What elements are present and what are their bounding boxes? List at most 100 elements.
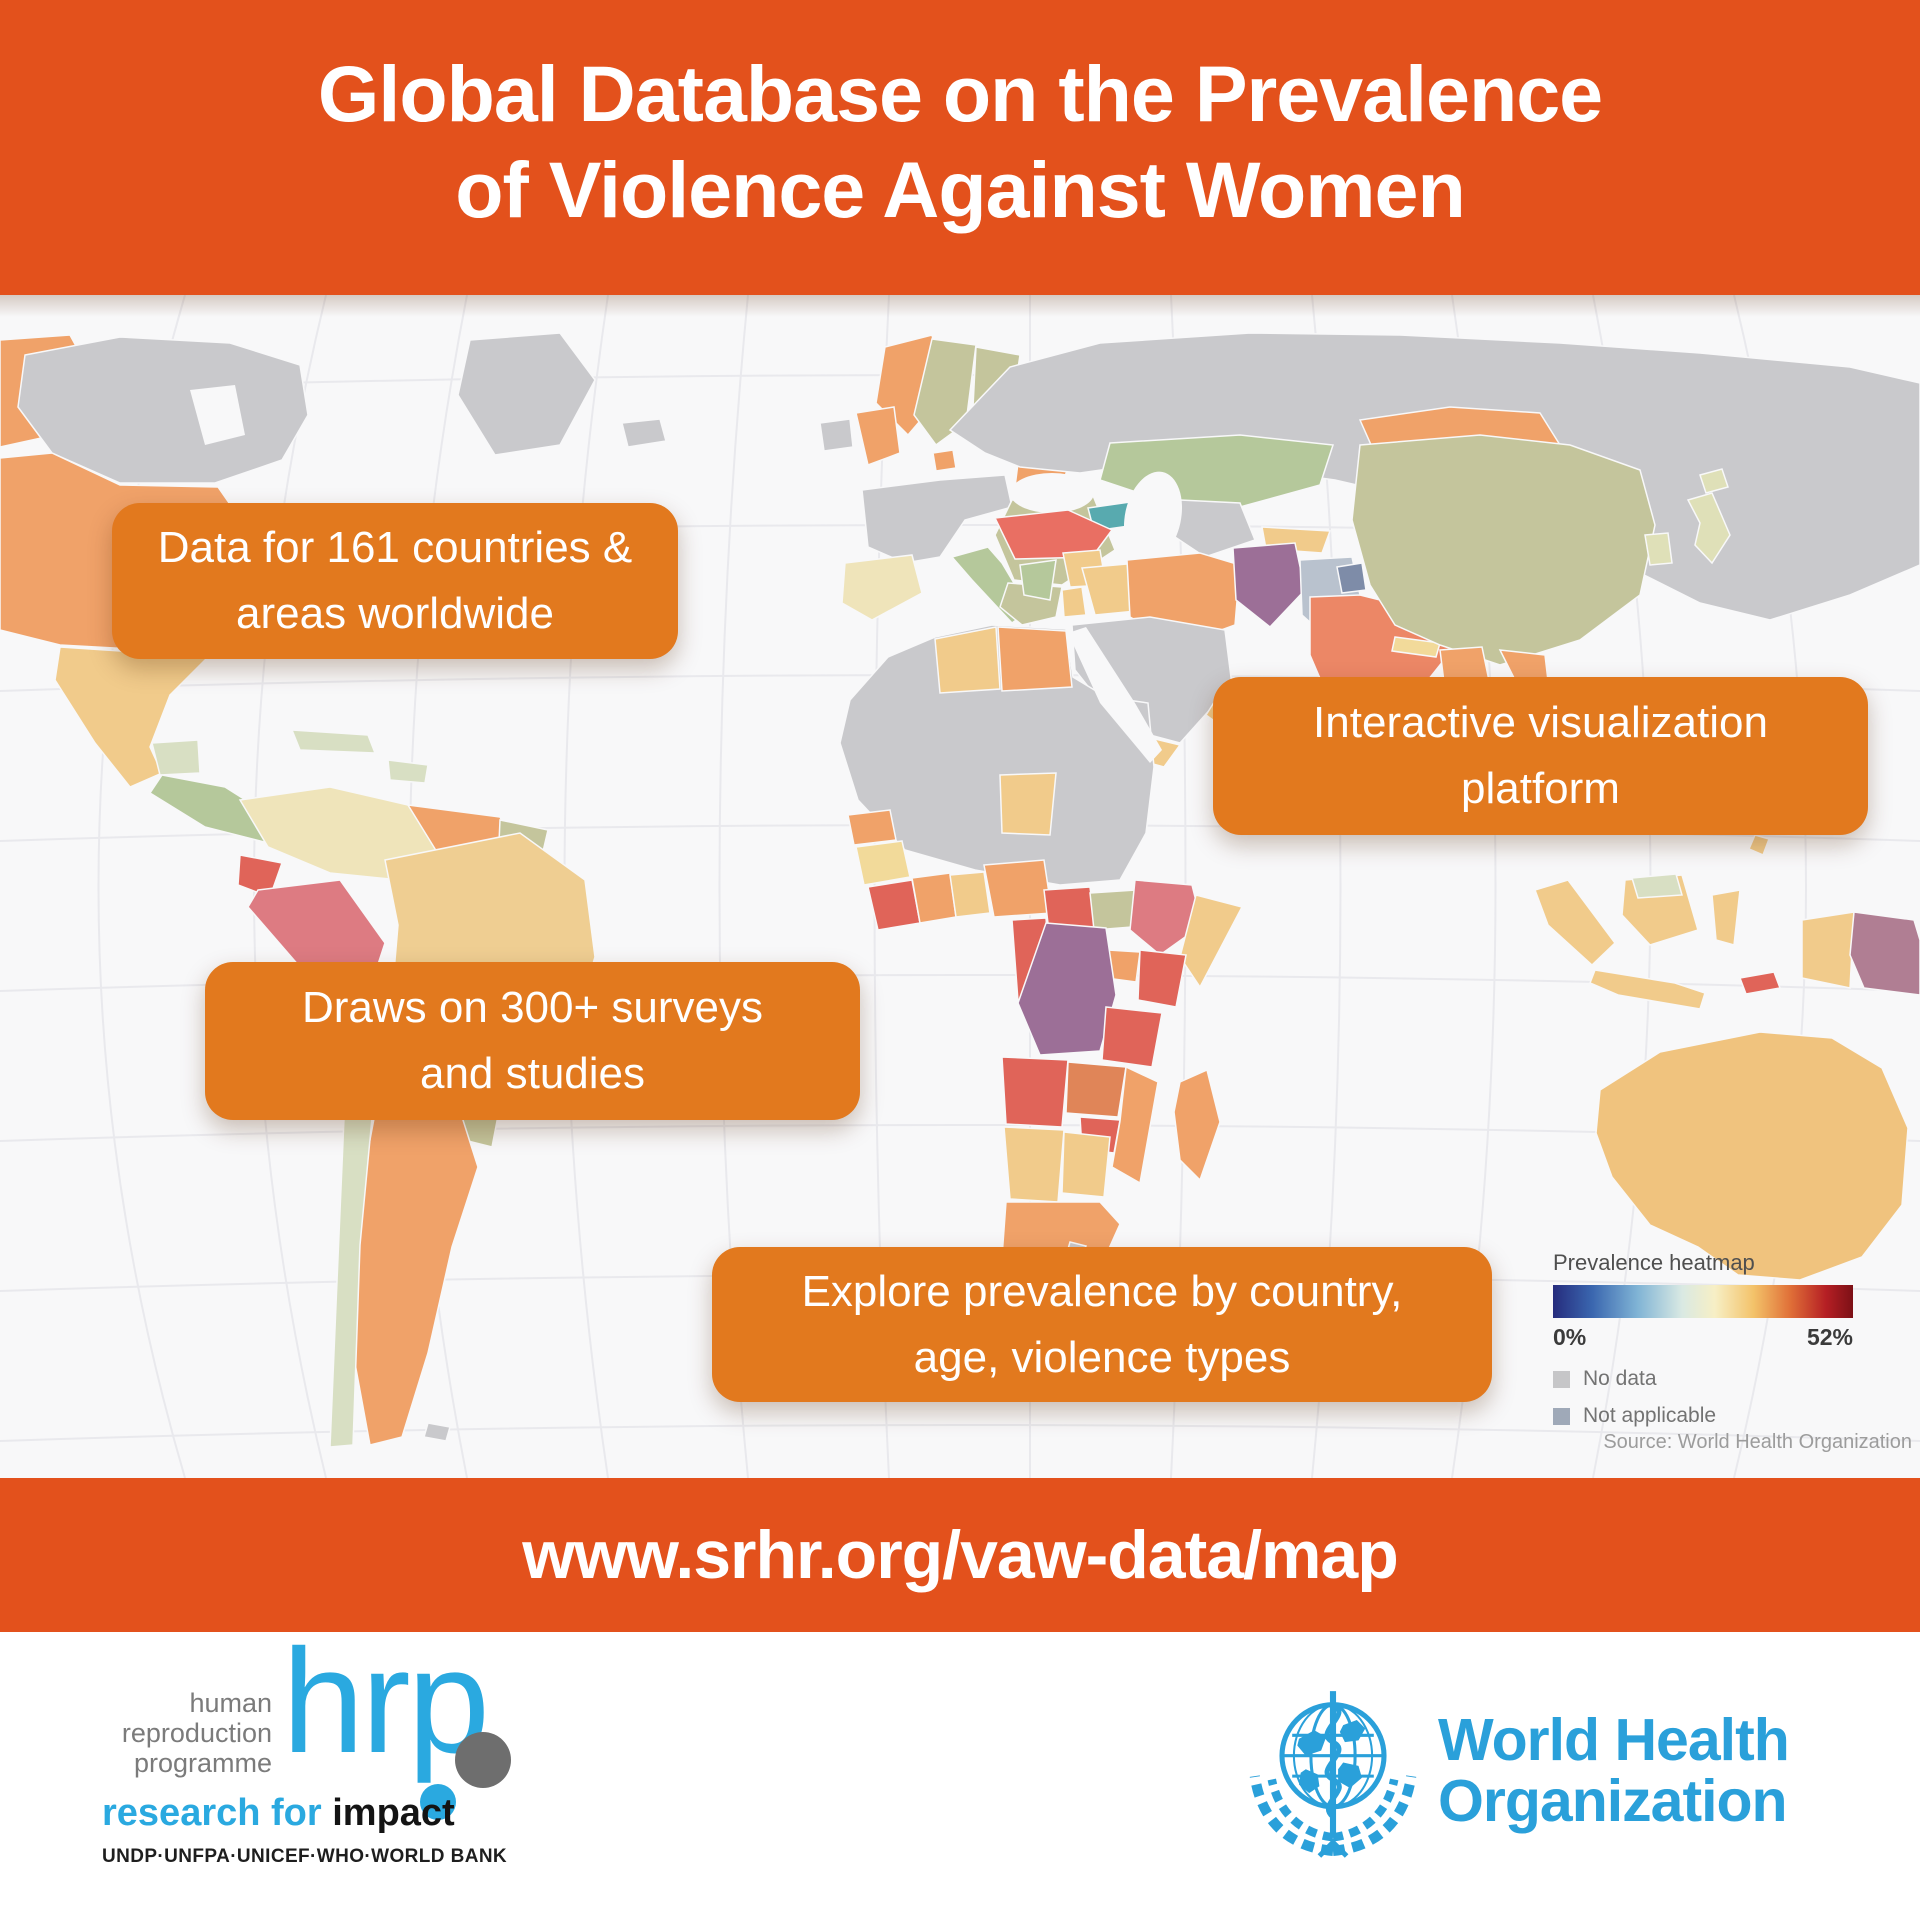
region-cuba [290,729,377,754]
region-botswana [1061,1131,1111,1198]
url-banner: www.srhr.org/vaw-data/map [0,1478,1920,1632]
region-patch [387,759,429,784]
who-wordmark-line2: Organization [1438,1768,1788,1834]
region-levant [1061,586,1087,618]
hrp-word1: human [189,1688,272,1718]
region-madagascar [1173,1068,1221,1182]
legend-range: 0% 52% [1553,1324,1853,1351]
region-guinea [855,840,911,886]
caspian-sea [1123,471,1183,563]
oceania [1534,834,1920,1319]
region-kenya [1137,949,1187,1008]
callout-surveys-line1: Draws on 300+ surveys [302,983,763,1032]
asia [948,295,1920,828]
region-patch [151,739,201,776]
no-data-label: No data [1583,1367,1657,1390]
callout-platform-line1: Interactive visualization [1313,698,1768,747]
bering-sea [1860,295,1920,355]
hrp-logo: human reproduction programme hrp researc… [100,1628,620,1902]
region-greenland [457,332,596,456]
region-papua-new-guinea [1849,911,1920,996]
map-section: Data for 161 countries & areas worldwide… [0,295,1920,1478]
footer: human reproduction programme hrp researc… [0,1628,1920,1920]
region-chad [999,772,1057,836]
region-ethiopia [1129,879,1203,956]
url-text: www.srhr.org/vaw-data/map [522,1517,1399,1593]
hrp-blue-dot-icon [420,1784,456,1820]
region-ghana [949,871,991,918]
region-afghanistan [1232,542,1306,629]
region-greece [1019,559,1057,601]
callout-countries: Data for 161 countries & areas worldwide [112,503,678,659]
region-java [1589,969,1706,1010]
region-libya [934,626,1001,694]
hudson-bay [190,385,245,445]
region-moluccas [1748,834,1770,856]
region-namibia [1003,1126,1065,1203]
page-title-line2: of Violence Against Women [455,145,1465,235]
callout-surveys: Draws on 300+ surveys and studies [205,962,860,1120]
region-australia [1595,1031,1909,1281]
region-france-germany [861,474,1013,564]
region-angola [1001,1056,1069,1128]
who-wordmark: World Health Organization [1438,1706,1790,1834]
region-somalia [1179,894,1244,989]
region-uk [855,406,901,467]
hrp-tagline: research for impact [102,1792,455,1835]
callout-explore-line1: Explore prevalence by country, [801,1266,1403,1316]
hrp-tagline-dark: impact [332,1792,455,1834]
hrp-partners: UNDP·UNFPA·UNICEF·WHO·WORLD BANK [102,1846,508,1867]
who-logo: World Health Organization [1248,1680,1790,1862]
legend-gradient-bar [1553,1285,1853,1318]
callout-surveys-line2: and studies [419,1049,646,1098]
callout-countries-line1: Data for 161 countries & [157,523,633,572]
hrp-word3: programme [133,1748,272,1779]
region-japan-north [1699,468,1729,494]
callout-platform-line2: platform [1461,764,1620,813]
not-applicable-swatch [1553,1407,1570,1425]
callout-platform: Interactive visualization platform [1213,677,1868,835]
region-ireland [819,418,854,452]
callout-explore: Explore prevalence by country, age, viol… [712,1247,1492,1402]
region-drc [1017,922,1117,1056]
hrp-gray-dot-icon [455,1732,511,1788]
legend-row-not-applicable: Not applicable [1553,1404,1855,1428]
region-tanzania [1101,1006,1163,1068]
region-cote-divoire [911,872,957,924]
callout-explore-line2: age, violence types [913,1332,1291,1382]
region-senegal [847,809,897,846]
region-iceland [621,418,667,448]
region-iberia [841,554,923,621]
hrp-tagline-blue: research for [102,1792,322,1834]
region-china [1351,434,1656,666]
region-mozambique [1111,1065,1159,1185]
region-patch [932,449,957,472]
hrp-words: human reproduction programme [100,1688,272,1779]
region-car [1089,889,1137,931]
legend-title: Prevalence heatmap [1553,1250,1755,1275]
region-zambia [1065,1061,1127,1118]
who-emblem-icon [1249,1691,1417,1858]
region-argentina [351,1085,479,1446]
legend-rows: No data Not applicable [1553,1367,1855,1428]
map-source: Source: World Health Organization [1603,1431,1912,1453]
region-patch [423,1422,451,1442]
region-sumatra [1534,879,1616,967]
legend-row-no-data: No data [1553,1367,1855,1391]
not-applicable-label: Not applicable [1583,1404,1717,1427]
region-borneo-north [1631,873,1683,899]
page-title: Global Database on the Prevalence of Vio… [0,46,1920,239]
red-sea [1068,627,1162,763]
region-canada [17,336,309,484]
legend-min-label: 0% [1553,1324,1587,1350]
prevalence-legend: Prevalence heatmap 0% 52% No data Not ap… [1553,1250,1855,1428]
region-turkey [993,509,1114,560]
region-sulawesi [1711,889,1741,946]
region-egypt [997,626,1073,692]
who-wordmark-line1: World Health [1438,1706,1790,1773]
region-liberia [867,879,921,931]
callout-countries-line2: areas worldwide [236,589,554,638]
region-korea [1644,532,1673,566]
no-data-swatch [1553,1370,1570,1388]
region-japan [1686,492,1731,565]
